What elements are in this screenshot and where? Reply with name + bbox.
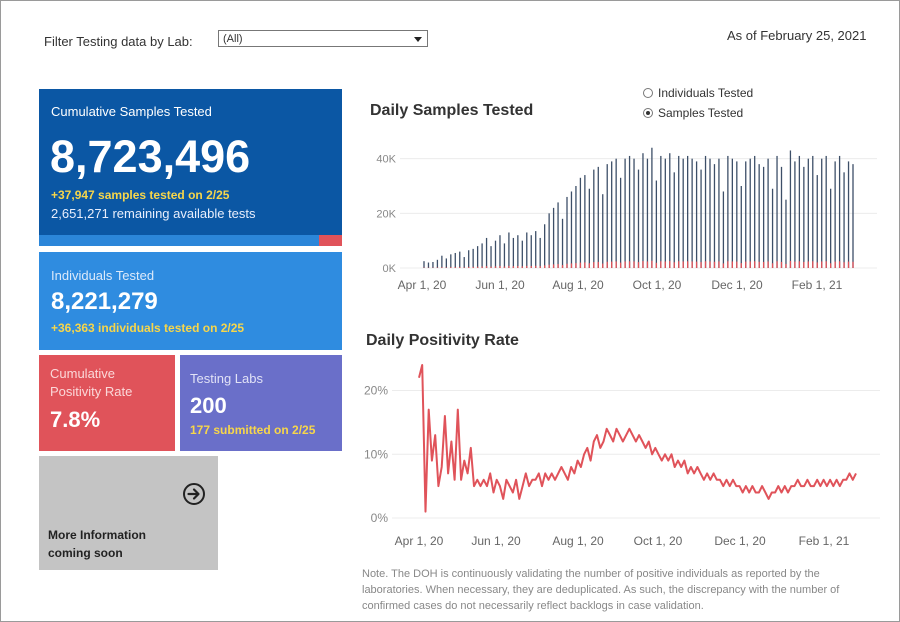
radio-label: Samples Tested [658, 106, 744, 120]
card-title-line2: Positivity Rate [50, 384, 133, 399]
individuals-tested-card: Individuals Tested 8,221,279 +36,363 ind… [39, 252, 342, 350]
x-tick-label: Oct 1, 20 [633, 278, 682, 292]
as-of-date: As of February 25, 2021 [727, 28, 867, 43]
radio-circle-selected [643, 108, 653, 118]
testing-labs-card: Testing Labs 200 177 submitted on 2/25 [180, 355, 342, 451]
positivity-rate-card: Cumulative Positivity Rate 7.8% [39, 355, 175, 451]
x-tick-label: Dec 1, 20 [711, 278, 763, 292]
positivity-rate-value: 7.8% [50, 407, 101, 432]
y-tick-label: 0% [371, 511, 389, 525]
arrow-right-circle-icon[interactable] [182, 482, 206, 506]
card-title: Testing Labs [190, 371, 263, 386]
x-tick-label: Apr 1, 20 [398, 278, 447, 292]
x-tick-label: Jun 1, 20 [471, 534, 521, 548]
x-tick-label: Aug 1, 20 [552, 534, 604, 548]
card-title: Cumulative Samples Tested [51, 104, 212, 119]
y-tick-label: 20K [376, 208, 396, 220]
radio-label: Individuals Tested [658, 86, 754, 100]
cumulative-samples-value: 8,723,496 [50, 131, 251, 182]
radio-circle [643, 88, 653, 98]
daily-positivity-title: Daily Positivity Rate [366, 332, 519, 349]
remaining-tests: 2,651,271 remaining available tests [51, 206, 256, 221]
daily-positivity-chart: 20% 10% 0% Apr 1, 20 Jun 1, 20 Aug 1, 20 Oct 1… [364, 364, 880, 548]
labs-submitted: 177 submitted on 2/25 [190, 423, 316, 437]
lab-filter-value: (All) [223, 33, 243, 45]
positivity-series-line [418, 364, 857, 513]
card-title-line1: Cumulative [50, 366, 116, 381]
daily-samples-title: Daily Samples Tested [370, 102, 534, 119]
x-tick-label: Feb 1, 21 [799, 534, 850, 548]
x-tick-label: Oct 1, 20 [634, 534, 683, 548]
chevron-down-icon [414, 37, 422, 42]
individuals-tested-value: 8,221,279 [51, 288, 158, 315]
samples-progress-bar [39, 235, 342, 246]
x-tick-label: Jun 1, 20 [475, 278, 525, 292]
more-info-line2: coming soon [48, 546, 123, 560]
samples-daily-increase: +37,947 samples tested on 2/25 [51, 188, 230, 202]
y-tick-label: 10% [364, 447, 388, 461]
y-tick-label: 20% [364, 384, 388, 398]
testing-labs-value: 200 [190, 393, 227, 418]
more-information-card[interactable]: More Information coming soon [39, 456, 218, 570]
cumulative-samples-card: Cumulative Samples Tested 8,723,496 +37,… [39, 89, 342, 246]
positive-segment [319, 235, 342, 246]
x-tick-label: Aug 1, 20 [552, 278, 604, 292]
y-tick-label: 0K [383, 263, 397, 275]
more-info-line1: More Information [48, 528, 146, 542]
radio-samples-tested[interactable]: Samples Tested [643, 106, 743, 120]
y-tick-label: 40K [376, 154, 396, 166]
radio-individuals-tested[interactable]: Individuals Tested [643, 86, 753, 100]
x-tick-label: Dec 1, 20 [714, 534, 766, 548]
x-tick-label: Feb 1, 21 [792, 278, 843, 292]
x-tick-label: Apr 1, 20 [395, 534, 444, 548]
card-title: Individuals Tested [51, 268, 155, 283]
lab-filter-dropdown[interactable]: (All) [218, 30, 428, 47]
note-text: Note. The DOH is continuously validating… [362, 568, 840, 612]
filter-label: Filter Testing data by Lab: [44, 34, 193, 49]
individuals-daily-increase: +36,363 individuals tested on 2/25 [51, 321, 245, 335]
